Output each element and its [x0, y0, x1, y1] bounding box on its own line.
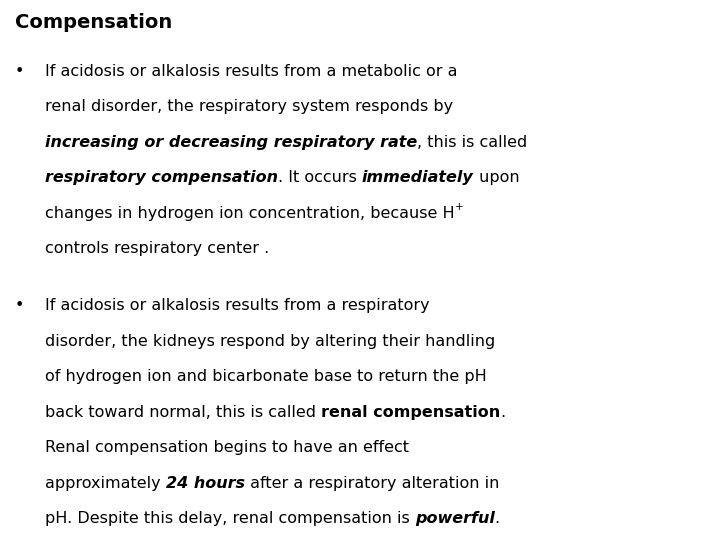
Text: disorder, the kidneys respond by altering their handling: disorder, the kidneys respond by alterin… [45, 334, 495, 349]
Text: powerful: powerful [415, 511, 495, 526]
Text: respiratory compensation: respiratory compensation [45, 171, 278, 186]
Text: upon: upon [474, 171, 519, 186]
Text: renal compensation: renal compensation [321, 405, 500, 420]
Text: If acidosis or alkalosis results from a metabolic or a: If acidosis or alkalosis results from a … [45, 64, 457, 79]
Text: after a respiratory alteration in: after a respiratory alteration in [245, 476, 499, 491]
Text: 24 hours: 24 hours [166, 476, 245, 491]
Text: immediately: immediately [362, 171, 474, 186]
Text: Renal compensation begins to have an effect: Renal compensation begins to have an eff… [45, 440, 409, 455]
Text: .: . [495, 511, 500, 526]
Text: +: + [454, 202, 463, 212]
Text: pH. Despite this delay, renal compensation is: pH. Despite this delay, renal compensati… [45, 511, 415, 526]
Text: controls respiratory center .: controls respiratory center . [45, 241, 269, 256]
Text: of hydrogen ion and bicarbonate base to return the pH: of hydrogen ion and bicarbonate base to … [45, 369, 487, 384]
Text: changes in hydrogen ion concentration, because H: changes in hydrogen ion concentration, b… [45, 206, 454, 221]
Text: approximately: approximately [45, 476, 166, 491]
Text: , this is called: , this is called [418, 135, 528, 150]
Text: •: • [15, 298, 24, 313]
Text: renal disorder, the respiratory system responds by: renal disorder, the respiratory system r… [45, 99, 453, 114]
Text: If acidosis or alkalosis results from a respiratory: If acidosis or alkalosis results from a … [45, 298, 430, 313]
Text: back toward normal, this is called: back toward normal, this is called [45, 405, 321, 420]
Text: increasing or decreasing respiratory rate: increasing or decreasing respiratory rat… [45, 135, 418, 150]
Text: Compensation: Compensation [15, 13, 172, 32]
Text: .: . [500, 405, 505, 420]
Text: . It occurs: . It occurs [278, 171, 362, 186]
Text: •: • [15, 64, 24, 79]
